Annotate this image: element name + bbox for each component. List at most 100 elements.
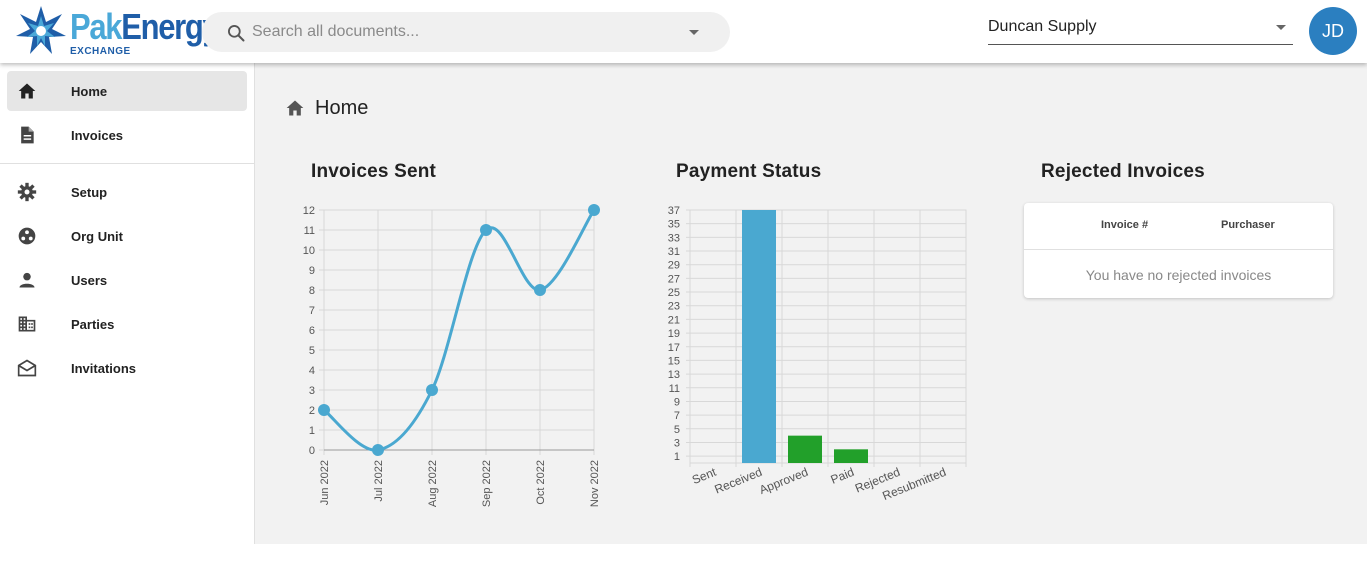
y-tick-label: 11 [304,225,315,237]
chevron-down-icon [1276,25,1286,30]
sidebar-item-home[interactable]: Home [7,71,247,111]
organization-value: Duncan Supply [988,18,1097,35]
document-icon [21,126,34,144]
sidebar-item-users[interactable]: Users [7,260,247,300]
search-input[interactable] [252,12,672,52]
logo-subtitle: EXCHANGE [70,46,131,57]
y-tick-label: 21 [668,314,680,326]
organization-select[interactable]: Duncan Supply [988,10,1293,45]
bar[interactable] [742,210,776,463]
y-tick-label: 37 [668,205,680,217]
logo-wordmark: PakEnergy [70,6,220,47]
x-tick-label: Received [712,465,764,497]
y-tick-label: 12 [303,205,315,217]
y-tick-label: 8 [309,285,315,297]
user-avatar[interactable]: JD [1309,7,1357,55]
invoices-sent-chart: 0 1 2 3 4 5 6 7 8 9 10 11 12 Jun 2022 Jul 2022 Aug 2022… [285,193,615,523]
y-tick-label: 9 [674,396,680,408]
org-unit-icon [18,227,36,245]
invoices-sent-title: Invoices Sent [311,161,437,182]
y-tick-label: 9 [309,265,315,277]
y-tick-label: 5 [309,345,315,357]
data-point[interactable] [318,404,330,416]
y-tick-label: 15 [668,355,680,367]
x-tick-label: Sep 2022 [481,460,493,507]
y-tick-label: 13 [668,369,680,381]
sidebar-item-org-unit[interactable]: Org Unit [7,216,247,256]
x-tick-label: Jun 2022 [319,460,331,505]
column-header-purchaser[interactable]: Purchaser [1221,219,1275,231]
y-tick-label: 1 [674,451,680,463]
sidebar-item-label: Home [71,84,108,99]
gear-icon [17,182,37,202]
payment-status-title: Payment Status [676,161,822,182]
y-tick-label: 25 [668,287,680,299]
y-tick-label: 19 [668,328,680,340]
page-title: Home [315,97,369,119]
y-tick-label: 3 [309,385,315,397]
rejected-invoices-title: Rejected Invoices [1041,161,1205,182]
bar[interactable] [834,449,868,463]
data-point[interactable] [534,284,546,296]
data-point[interactable] [480,224,492,236]
building-icon [18,316,36,332]
y-tick-label: 1 [309,425,315,437]
y-tick-label: 11 [669,383,680,395]
sidebar-item-label: Users [71,273,108,288]
y-tick-label: 17 [668,342,680,354]
bar[interactable] [788,435,822,463]
rejected-invoices-table: Invoice # Purchaser You have no rejected… [1024,203,1333,298]
y-tick-label: 10 [303,245,315,257]
y-tick-label: 7 [674,410,680,422]
app-header: PakEnergy EXCHANGE Duncan Supply JD [0,0,1367,63]
y-tick-label: 2 [309,405,315,417]
table-header: Invoice # Purchaser [1024,203,1333,250]
y-tick-label: 7 [309,305,315,317]
x-tick-label: Aug 2022 [427,460,439,507]
y-tick-label: 0 [309,445,315,457]
y-tick-label: 31 [668,246,680,258]
home-icon [286,100,304,116]
pakenergy-logo[interactable]: PakEnergy EXCHANGE [14,4,220,60]
x-tick-label: Oct 2022 [535,460,547,505]
page-footer [0,544,1367,561]
sidebar-item-label: Parties [71,317,115,332]
envelope-icon [17,359,37,377]
sidebar-item-setup[interactable]: Setup [7,172,247,212]
y-tick-label: 5 [674,424,680,436]
y-tick-label: 6 [309,325,315,337]
x-tick-label: Approved [757,465,810,497]
sidebar-divider [0,163,254,164]
sidebar-item-label: Invoices [71,128,124,143]
sidebar-item-label: Invitations [71,361,137,376]
empty-table-message: You have no rejected invoices [1085,267,1272,283]
x-tick-label: Paid [829,465,857,487]
main-content: Home Invoices Sent Payment Status Reject… [255,63,1367,544]
y-tick-label: 35 [668,219,680,231]
data-point[interactable] [588,204,600,216]
sidebar-item-parties[interactable]: Parties [7,304,247,344]
x-tick-label: Jul 2022 [373,460,385,502]
data-point[interactable] [372,444,384,456]
payment-status-chart: 1 3 5 7 9 11 13 15 17 19 21 23 25 27 29 31 33 35 37 Sent Rec… [655,193,985,523]
column-header-invoice[interactable]: Invoice # [1101,219,1149,231]
sidebar-item-label: Org Unit [71,229,123,244]
y-tick-label: 29 [668,260,680,272]
search-dropdown-icon[interactable] [689,30,699,35]
payment-status-bar-chart: 135791113151719212325272931333537SentRec… [668,205,967,503]
search-icon[interactable] [226,23,246,43]
star-logo-icon [16,6,66,54]
sidebar-item-invoices[interactable]: Invoices [7,115,247,155]
sidebar: Home Invoices Setup Org Unit Users [0,63,255,544]
sidebar-item-label: Setup [71,185,108,200]
y-tick-label: 4 [309,365,315,377]
y-tick-label: 27 [668,273,680,285]
data-point[interactable] [426,384,438,396]
home-icon [18,83,36,99]
y-tick-label: 33 [668,232,680,244]
y-tick-label: 3 [674,437,680,449]
sidebar-item-invitations[interactable]: Invitations [7,348,247,388]
x-tick-label: Nov 2022 [589,460,601,507]
person-icon [19,272,35,288]
